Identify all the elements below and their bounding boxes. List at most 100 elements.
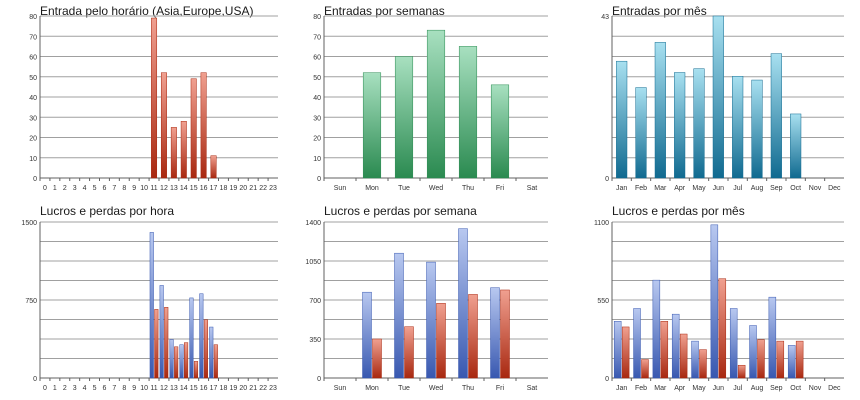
x-tick-label: 1	[53, 385, 57, 392]
x-tick-label: 9	[132, 385, 136, 392]
bar	[641, 359, 649, 379]
bar	[189, 297, 194, 379]
x-tick-label: Jul	[733, 185, 742, 192]
x-tick-label: 17	[210, 385, 218, 392]
bar	[164, 307, 169, 379]
bar	[190, 78, 197, 179]
bar	[394, 252, 404, 379]
bar	[691, 340, 699, 379]
x-tick-label: 14	[180, 185, 188, 192]
x-tick-label: Dec	[828, 185, 841, 192]
x-tick-label: 10	[140, 385, 148, 392]
y-tick-label: 30	[29, 115, 37, 122]
y-tick-label: 43	[601, 14, 609, 21]
bar	[436, 303, 446, 379]
bar	[394, 56, 414, 179]
x-tick-label: 16	[200, 385, 208, 392]
chart-panel-2: Entradas por mês 0 43 Jan Feb Mar Apr May Jun Ju…	[601, 4, 848, 200]
x-tick-label: Fri	[496, 385, 505, 392]
x-tick-label: 19	[229, 385, 237, 392]
bar	[729, 308, 738, 379]
chart-title: Lucros e perdas por mês	[612, 204, 745, 218]
x-tick-label: Feb	[635, 185, 647, 192]
y-tick-label: 70	[313, 34, 321, 41]
chart-title: Lucros e perdas por hora	[40, 204, 175, 218]
bar	[490, 84, 510, 179]
x-tick-label: Oct	[790, 385, 801, 392]
x-tick-label: 3	[73, 385, 77, 392]
bar	[671, 313, 680, 379]
y-tick-label: 1050	[305, 259, 321, 266]
chart-panel-1: Entradas por semanas 0 10 20 30 40 50 60 70 80 Su…	[313, 4, 554, 200]
x-tick-label: Thu	[462, 385, 474, 392]
bar	[712, 15, 724, 179]
x-tick-label: Jul	[733, 385, 742, 392]
y-tick-label: 0	[605, 176, 609, 183]
x-tick-label: 14	[180, 385, 188, 392]
bar	[468, 294, 478, 379]
x-tick-label: Sun	[334, 385, 347, 392]
x-tick-label: Aug	[751, 185, 764, 192]
bar	[458, 46, 478, 179]
y-tick-label: 1400	[305, 220, 321, 227]
x-tick-label: 5	[93, 385, 97, 392]
bar	[737, 364, 746, 379]
y-tick-label: 40	[29, 95, 37, 102]
x-tick-label: 15	[190, 185, 198, 192]
x-tick-label: 13	[170, 185, 178, 192]
x-tick-label: 23	[269, 185, 277, 192]
x-tick-label: Dec	[828, 385, 841, 392]
y-tick-label: 10	[29, 156, 37, 163]
x-tick-label: May	[692, 185, 706, 192]
bar	[718, 278, 727, 379]
bar	[500, 289, 510, 379]
y-tick-label: 0	[33, 376, 37, 383]
y-tick-label: 30	[313, 115, 321, 122]
x-tick-label: Fri	[496, 185, 505, 192]
bar	[209, 326, 214, 379]
bar	[426, 261, 436, 379]
x-tick-label: 11	[150, 185, 157, 192]
bar	[757, 339, 765, 379]
x-tick-label: Sun	[334, 185, 347, 192]
x-tick-label: Tue	[398, 385, 410, 392]
x-tick-label: 16	[200, 185, 208, 192]
bar	[795, 340, 804, 379]
bar	[776, 340, 785, 379]
x-tick-label: 21	[249, 185, 257, 192]
x-tick-label: 0	[43, 185, 47, 192]
bar	[200, 72, 207, 179]
bar	[203, 319, 208, 379]
bar	[426, 29, 446, 179]
bar	[616, 60, 628, 179]
x-tick-label: Jan	[616, 385, 627, 392]
bar	[362, 291, 372, 379]
chart-svg: 0 550 1100 Jan Feb Mar Apr May Jun Jul Aug Sep Oct No…	[594, 220, 844, 392]
y-tick-label: 0	[317, 376, 321, 383]
x-tick-label: 3	[73, 185, 77, 192]
y-tick-label: 750	[25, 298, 37, 305]
x-tick-label: Sat	[527, 185, 538, 192]
bar	[790, 113, 802, 179]
x-tick-label: 12	[160, 385, 168, 392]
bar	[160, 72, 167, 179]
x-tick-label: 19	[229, 185, 237, 192]
x-tick-label: 12	[160, 185, 168, 192]
bar	[180, 121, 187, 179]
x-tick-label: 7	[112, 185, 116, 192]
bar	[679, 333, 688, 379]
chart-title: Entrada pelo horário (Asia,Europe,USA)	[40, 4, 254, 18]
y-tick-label: 60	[29, 55, 37, 62]
x-tick-label: Wed	[429, 385, 443, 392]
x-tick-label: 4	[83, 185, 87, 192]
chart-svg: 0 43 Jan Feb Mar Apr May Jun Jul Aug Sep Oct Nov Dec	[601, 14, 844, 192]
bar	[159, 285, 164, 379]
x-tick-label: 9	[132, 185, 136, 192]
x-tick-label: 5	[93, 185, 97, 192]
x-tick-label: Jun	[713, 385, 724, 392]
bar	[699, 349, 707, 379]
y-tick-label: 10	[313, 156, 321, 163]
bar	[621, 326, 630, 379]
